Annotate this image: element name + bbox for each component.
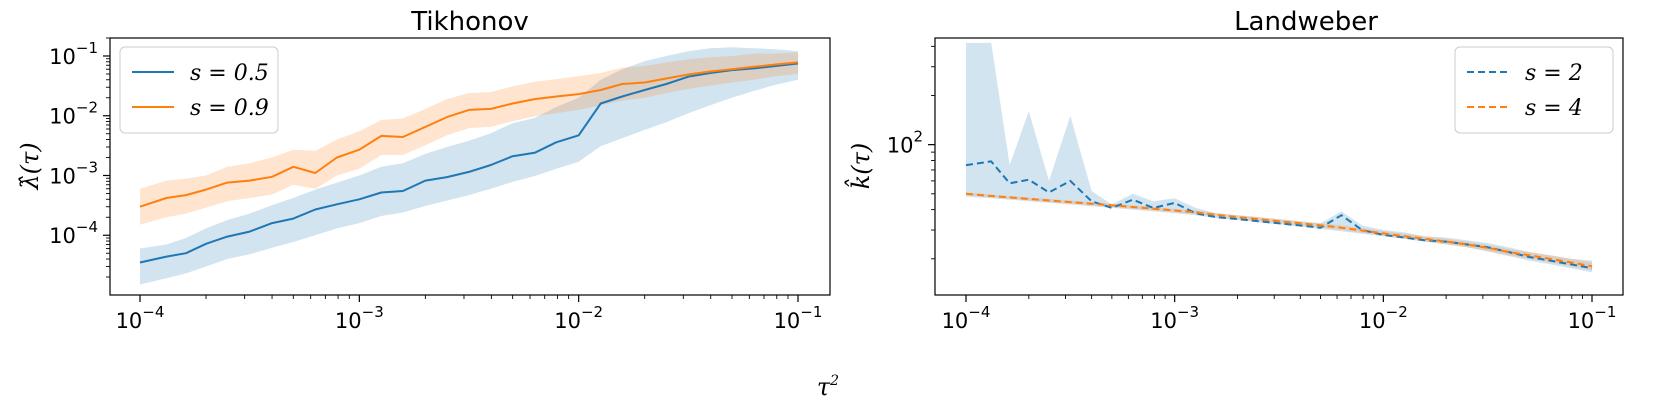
tick-exponent: −2 — [76, 99, 98, 117]
tikhonov-legend: s = 0.5 s = 0.9 — [119, 46, 279, 134]
tick-base: 10 — [1359, 309, 1386, 333]
tick-base: 10 — [774, 309, 801, 333]
landweber-legend-label-0: s = 2 — [1525, 61, 1583, 86]
tikhonov-x-tick-label: 10−4 — [116, 303, 165, 333]
tikhonov-series-line-0 — [139, 62, 799, 264]
tick-base: 10 — [116, 309, 143, 333]
tikhonov-x-tick-label: 10−1 — [774, 303, 823, 333]
landweber-band-1 — [966, 192, 1592, 271]
tikhonov-series-line-1 — [139, 61, 799, 208]
tikhonov-x-ticks: 10−4 10−3 10−2 10−1 — [116, 295, 823, 333]
landweber-lines — [965, 160, 1593, 270]
tick-base: 10 — [942, 309, 969, 333]
tick-exponent: −3 — [362, 303, 384, 321]
tick-exponent: −2 — [581, 303, 603, 321]
landweber-x-tick-label: 10−4 — [942, 303, 991, 333]
tikhonov-y-label: λ̂(τ) — [16, 142, 44, 190]
landweber-y-tick-label: 102 — [887, 128, 923, 158]
tick-exponent: 2 — [913, 128, 923, 146]
tikhonov-band-0 — [140, 47, 798, 285]
tikhonov-title: Tikhonov — [410, 7, 529, 37]
shared-x-label-base: τ — [817, 373, 831, 401]
landweber-series-line-1 — [965, 192, 1593, 268]
landweber-panel: Landweber 10−4 10−3 10−2 10−1 102 k̂(τ) s =… — [844, 7, 1624, 333]
landweber-series-line-0 — [965, 160, 1593, 270]
landweber-x-tick-label: 10−1 — [1568, 303, 1617, 333]
landweber-axes-frame — [934, 37, 1624, 296]
tikhonov-y-tick-label: 10−3 — [49, 158, 98, 188]
landweber-y-label: k̂(τ) — [844, 143, 875, 190]
tick-base: 10 — [49, 224, 76, 248]
tikhonov-y-tick-label: 10−1 — [49, 39, 98, 69]
landweber-x-ticks: 10−4 10−3 10−2 10−1 — [942, 295, 1617, 333]
tikhonov-x-tick-label: 10−3 — [335, 303, 384, 333]
tick-base: 10 — [887, 134, 914, 158]
tick-exponent: −1 — [800, 303, 822, 321]
tick-exponent: −3 — [76, 158, 98, 176]
landweber-legend: s = 2 s = 4 — [1454, 46, 1614, 134]
landweber-x-tick-label: 10−3 — [1150, 303, 1199, 333]
tick-base: 10 — [49, 105, 76, 129]
tikhonov-panel: Tikhonov 10−4 10−3 10−2 10−1 10−410−310−210… — [16, 7, 831, 333]
landweber-legend-box — [1454, 46, 1614, 134]
shared-x-label-sup: 2 — [829, 373, 839, 389]
tikhonov-y-tick-label: 10−4 — [49, 218, 98, 248]
tikhonov-lines — [139, 61, 799, 264]
tikhonov-bands — [140, 47, 798, 285]
tick-base: 10 — [1568, 309, 1595, 333]
tick-base: 10 — [554, 309, 581, 333]
tick-exponent: −2 — [1386, 303, 1408, 321]
landweber-bands — [966, 42, 1592, 273]
tick-exponent: −4 — [76, 218, 98, 236]
tick-exponent: −1 — [1594, 303, 1616, 321]
tick-base: 10 — [49, 45, 76, 69]
tick-exponent: −3 — [1177, 303, 1199, 321]
landweber-title: Landweber — [1234, 7, 1378, 37]
tikhonov-y-ticks: 10−410−310−210−1 — [49, 37, 110, 278]
tikhonov-band-1 — [140, 52, 798, 225]
landweber-y-ticks: 102 — [887, 45, 935, 260]
shared-x-label: τ2 — [817, 373, 839, 401]
landweber-legend-label-1: s = 4 — [1525, 96, 1583, 121]
tikhonov-legend-label-0: s = 0.5 — [190, 61, 269, 86]
tick-base: 10 — [1150, 309, 1177, 333]
tikhonov-legend-label-1: s = 0.9 — [190, 96, 269, 121]
tikhonov-axes-frame — [109, 37, 831, 296]
tikhonov-legend-box — [119, 46, 279, 134]
tick-base: 10 — [335, 309, 362, 333]
tick-exponent: −1 — [76, 39, 98, 57]
tick-base: 10 — [49, 164, 76, 188]
tikhonov-y-tick-label: 10−2 — [49, 99, 98, 129]
tick-exponent: −4 — [142, 303, 164, 321]
landweber-x-tick-label: 10−2 — [1359, 303, 1408, 333]
tikhonov-x-tick-label: 10−2 — [554, 303, 603, 333]
tick-exponent: −4 — [968, 303, 990, 321]
